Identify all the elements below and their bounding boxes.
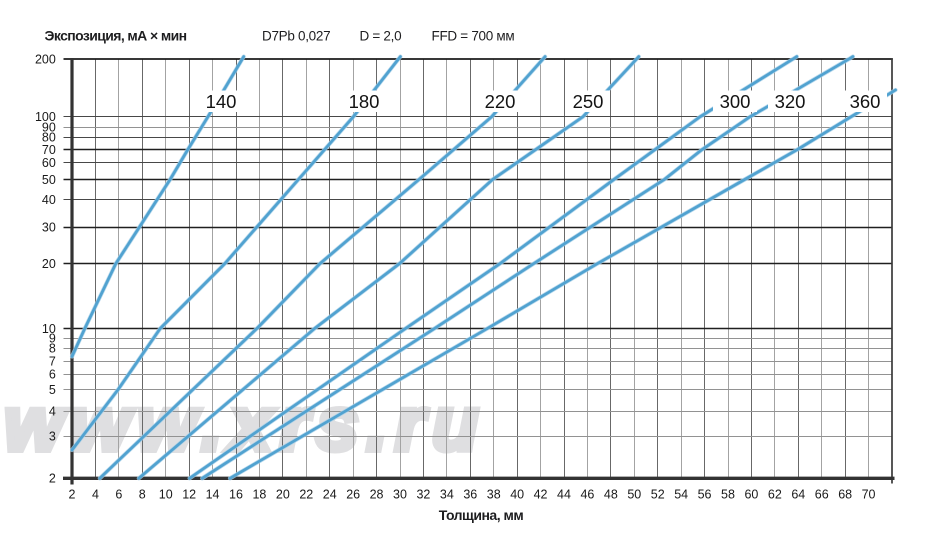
svg-text:8: 8 — [49, 341, 56, 355]
svg-text:40: 40 — [42, 193, 56, 207]
svg-text:20: 20 — [276, 488, 290, 502]
svg-text:4: 4 — [49, 405, 56, 419]
svg-text:24: 24 — [323, 488, 337, 502]
svg-text:48: 48 — [604, 488, 618, 502]
svg-text:60: 60 — [42, 156, 56, 170]
svg-text:2: 2 — [69, 488, 76, 502]
svg-text:20: 20 — [42, 257, 56, 271]
svg-text:50: 50 — [627, 488, 641, 502]
svg-text:180: 180 — [349, 91, 380, 112]
svg-text:16: 16 — [229, 488, 243, 502]
svg-text:36: 36 — [463, 488, 477, 502]
svg-text:D7Pb 0,027: D7Pb 0,027 — [262, 29, 330, 44]
svg-text:200: 200 — [35, 52, 56, 66]
svg-text:100: 100 — [35, 110, 56, 124]
svg-text:70: 70 — [42, 143, 56, 157]
svg-text:300: 300 — [720, 91, 751, 112]
svg-text:62: 62 — [768, 488, 782, 502]
svg-text:34: 34 — [440, 488, 454, 502]
svg-text:68: 68 — [838, 488, 852, 502]
svg-text:D = 2,0: D = 2,0 — [360, 29, 402, 44]
svg-text:3: 3 — [49, 430, 56, 444]
svg-text:9: 9 — [49, 331, 56, 345]
svg-text:22: 22 — [299, 488, 313, 502]
svg-text:60: 60 — [744, 488, 758, 502]
svg-text:250: 250 — [573, 91, 604, 112]
svg-text:42: 42 — [534, 488, 548, 502]
svg-text:52: 52 — [651, 488, 665, 502]
svg-text:70: 70 — [862, 488, 876, 502]
svg-text:360: 360 — [850, 91, 881, 112]
svg-text:90: 90 — [42, 121, 56, 135]
svg-text:320: 320 — [775, 91, 806, 112]
svg-text:5: 5 — [49, 383, 56, 397]
svg-text:56: 56 — [698, 488, 712, 502]
svg-text:10: 10 — [159, 488, 173, 502]
svg-text:220: 220 — [485, 91, 516, 112]
svg-text:38: 38 — [487, 488, 501, 502]
svg-text:4: 4 — [92, 488, 99, 502]
svg-text:FFD = 700 мм: FFD = 700 мм — [432, 29, 515, 44]
svg-text:18: 18 — [252, 488, 266, 502]
svg-text:www.xrs.ru: www.xrs.ru — [4, 382, 486, 467]
svg-text:140: 140 — [206, 91, 237, 112]
svg-text:32: 32 — [416, 488, 430, 502]
svg-text:12: 12 — [182, 488, 196, 502]
svg-text:58: 58 — [721, 488, 735, 502]
svg-text:14: 14 — [206, 488, 220, 502]
svg-text:30: 30 — [42, 220, 56, 234]
svg-text:64: 64 — [791, 488, 805, 502]
svg-text:6: 6 — [49, 368, 56, 382]
svg-text:54: 54 — [674, 488, 688, 502]
svg-text:2: 2 — [49, 472, 56, 486]
svg-text:40: 40 — [510, 488, 524, 502]
svg-text:30: 30 — [393, 488, 407, 502]
svg-text:46: 46 — [580, 488, 594, 502]
svg-text:7: 7 — [49, 355, 56, 369]
svg-text:6: 6 — [115, 488, 122, 502]
svg-text:Экспозиция, мА × мин: Экспозиция, мА × мин — [45, 28, 187, 44]
svg-text:44: 44 — [557, 488, 571, 502]
svg-text:50: 50 — [42, 173, 56, 187]
svg-text:80: 80 — [42, 131, 56, 145]
svg-text:28: 28 — [370, 488, 384, 502]
svg-text:Толщина, мм: Толщина, мм — [439, 507, 524, 523]
svg-text:10: 10 — [42, 322, 56, 336]
svg-text:26: 26 — [346, 488, 360, 502]
svg-text:66: 66 — [815, 488, 829, 502]
svg-text:8: 8 — [139, 488, 146, 502]
